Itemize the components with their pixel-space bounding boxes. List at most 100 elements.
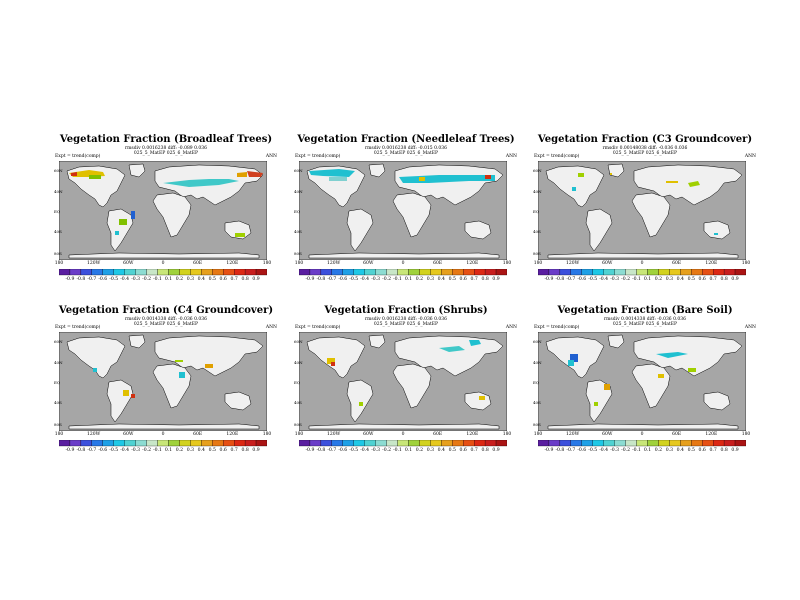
colorbar-swatch bbox=[375, 440, 387, 447]
colorbar-swatch bbox=[603, 440, 615, 447]
panel-title: Vegetation Fraction (C3 Groundcover) bbox=[537, 134, 753, 145]
lon-tick-labels: 180 120W 60W 0 60E 120E 180 bbox=[295, 432, 512, 438]
map-bare-soil-svg bbox=[538, 332, 746, 431]
land-mass bbox=[545, 165, 605, 208]
colorbar-labels: -0.9 -0.8 -0.7 -0.6 -0.5 -0.4 -0.3 -0.2 -0.1 0.1 0… bbox=[59, 277, 267, 283]
colorbar-label: -0.9 bbox=[544, 448, 554, 453]
colorbar-label: 0.3 bbox=[426, 448, 435, 453]
colorbar-swatch bbox=[680, 269, 692, 276]
colorbar-label: 0.4 bbox=[437, 448, 445, 453]
colorbar-swatch bbox=[80, 269, 92, 276]
land-mass bbox=[308, 423, 500, 430]
lon-tick-label: 180 bbox=[502, 432, 512, 437]
panel-expt: Expt = trend(comp) bbox=[55, 325, 101, 330]
anomaly-patch bbox=[485, 175, 491, 179]
colorbar-label: -0.5 bbox=[588, 448, 598, 453]
colorbar-swatch bbox=[212, 269, 224, 276]
colorbar-swatch bbox=[441, 269, 453, 276]
colorbar-label: -0.1 bbox=[393, 448, 402, 453]
lon-tick-label: 60E bbox=[193, 261, 203, 266]
colorbar-swatch bbox=[669, 269, 681, 276]
colorbar-swatch bbox=[538, 269, 550, 276]
colorbar-label: -0.4 bbox=[599, 277, 609, 282]
colorbar-label: 0.3 bbox=[665, 448, 674, 453]
colorbar-swatch bbox=[201, 269, 213, 276]
anomaly-patch bbox=[578, 173, 584, 177]
colorbar-label: 0.6 bbox=[219, 277, 227, 282]
colorbar-swatch bbox=[658, 440, 670, 447]
colorbar-label: 0.8 bbox=[720, 277, 728, 282]
colorbar-label: -0.2 bbox=[382, 277, 392, 282]
lat-tick-label: 80S bbox=[533, 422, 541, 427]
colorbar-label: -0.5 bbox=[109, 277, 119, 282]
colorbar-label: 0.9 bbox=[252, 448, 260, 453]
colorbar-label: 0.6 bbox=[219, 448, 227, 453]
colorbar-swatch bbox=[59, 269, 71, 276]
lon-tick-label: 0 bbox=[401, 432, 405, 437]
colorbar-swatch bbox=[342, 440, 354, 447]
colorbar-swatch bbox=[223, 269, 235, 276]
panel-meta: rmsdiv 0.0016238 diff: -0.036 0.036 025_5… bbox=[365, 317, 447, 327]
panel-expt: Expt = trend(comp) bbox=[295, 325, 341, 330]
colorbar-label: -0.7 bbox=[327, 277, 337, 282]
lon-tick-label: 120W bbox=[327, 432, 341, 437]
colorbar-swatch bbox=[59, 440, 71, 447]
lon-tick-labels: 180 120W 60W 0 60E 120E 180 bbox=[295, 261, 512, 267]
lat-tick-label: 60N bbox=[54, 168, 63, 173]
colorbar-swatch bbox=[364, 269, 376, 276]
colorbar-label: -0.1 bbox=[153, 448, 162, 453]
lon-tick-label: 180 bbox=[54, 261, 64, 266]
panel-title: Vegetation Fraction (Shrubs) bbox=[324, 305, 488, 316]
colorbar-label: -0.9 bbox=[305, 277, 315, 282]
colorbar-label: -0.6 bbox=[577, 277, 587, 282]
colorbar-swatch bbox=[353, 269, 365, 276]
lat-tick-label: 60N bbox=[294, 339, 303, 344]
lon-tick-label: 0 bbox=[401, 261, 405, 266]
colorbar-label: 0.6 bbox=[698, 277, 706, 282]
panel-season: ANN bbox=[505, 154, 517, 159]
lon-tick-label: 60E bbox=[193, 432, 203, 437]
colorbar-swatch bbox=[484, 440, 497, 447]
anomaly-patch bbox=[93, 368, 97, 372]
colorbar: -0.9 -0.8 -0.7 -0.6 -0.5 -0.4 -0.3 -0.2 -0.1 0.1 0… bbox=[59, 269, 267, 284]
colorbar-swatch bbox=[734, 269, 746, 276]
colorbar-swatch bbox=[102, 440, 114, 447]
colorbar-label: 0.1 bbox=[164, 277, 173, 282]
colorbar-swatch bbox=[331, 269, 343, 276]
land-mass bbox=[224, 391, 252, 411]
colorbar-label: 0.2 bbox=[654, 448, 663, 453]
lon-tick-label: 180 bbox=[262, 261, 272, 266]
anomaly-patch bbox=[163, 179, 239, 187]
lon-tick-label: 0 bbox=[161, 432, 165, 437]
colorbar-swatch bbox=[592, 269, 604, 276]
colorbar-label: -0.8 bbox=[555, 448, 565, 453]
colorbar-label: -0.9 bbox=[305, 448, 315, 453]
colorbar-swatch bbox=[474, 269, 486, 276]
land-mass bbox=[68, 252, 260, 259]
anomaly-patch bbox=[115, 231, 119, 235]
lon-tick-label: 60W bbox=[123, 261, 134, 266]
colorbar-swatch bbox=[441, 440, 453, 447]
lat-tick-label: 80S bbox=[294, 422, 302, 427]
colorbar-swatch bbox=[452, 440, 464, 447]
colorbar-label: 0.3 bbox=[426, 277, 435, 282]
colorbar-swatch bbox=[647, 440, 659, 447]
colorbar-label: -0.1 bbox=[393, 277, 402, 282]
map-broadleaf-trees bbox=[59, 161, 267, 260]
land-mass bbox=[308, 252, 500, 259]
land-mass bbox=[607, 334, 625, 349]
anomaly-patch bbox=[179, 372, 185, 378]
colorbar-swatch bbox=[124, 269, 136, 276]
lon-tick-label: 180 bbox=[741, 261, 751, 266]
colorbar-label: 0.9 bbox=[731, 448, 739, 453]
anomaly-patch bbox=[89, 175, 101, 179]
colorbar-label: -0.8 bbox=[555, 277, 565, 282]
anomaly-patch bbox=[131, 211, 135, 219]
colorbar-swatch bbox=[559, 269, 571, 276]
colorbar-swatch bbox=[559, 440, 571, 447]
lat-tick-label: 40N bbox=[54, 360, 63, 365]
map-needleleaf-trees bbox=[299, 161, 507, 260]
anomaly-patch bbox=[329, 177, 347, 181]
colorbar-label: -0.7 bbox=[87, 448, 97, 453]
colorbar-label: 0.9 bbox=[492, 448, 500, 453]
